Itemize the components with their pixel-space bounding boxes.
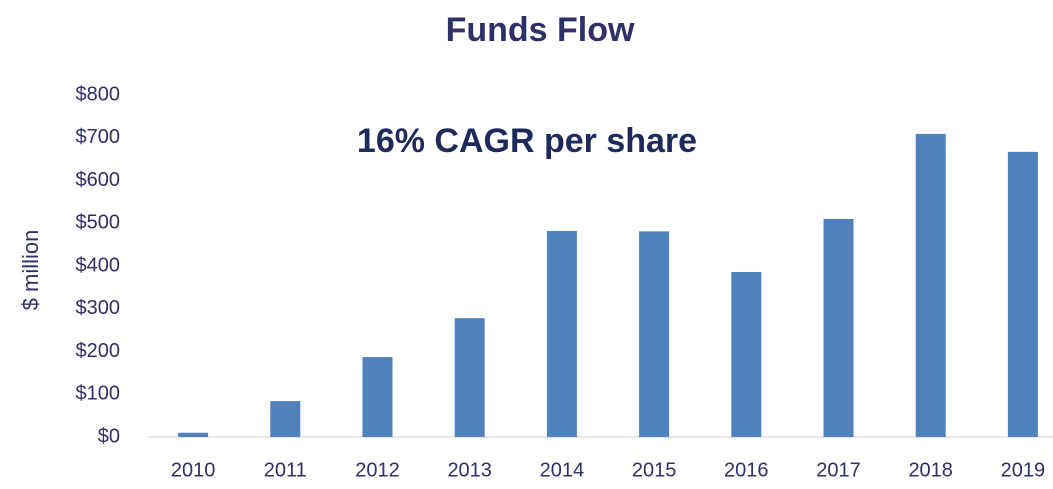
bar xyxy=(639,231,670,437)
bar xyxy=(1007,151,1038,438)
bar xyxy=(546,230,577,437)
chart-title: Funds Flow xyxy=(446,11,635,49)
y-tick-label: $200 xyxy=(76,340,121,362)
y-tick-label: $400 xyxy=(76,254,121,276)
x-tick-label: 2016 xyxy=(724,459,769,481)
y-tick-label: $0 xyxy=(98,425,120,447)
bar xyxy=(454,318,485,437)
bar xyxy=(823,218,854,437)
x-tick-label: 2018 xyxy=(908,459,953,481)
y-axis-label: $ million xyxy=(18,230,43,311)
y-tick-label: $700 xyxy=(76,126,121,148)
x-tick-label: 2013 xyxy=(447,459,492,481)
bar xyxy=(915,133,946,437)
bar xyxy=(731,271,762,437)
bar xyxy=(270,401,301,437)
y-tick-label: $100 xyxy=(76,383,121,405)
y-tick-label: $600 xyxy=(76,169,121,191)
x-tick-label: 2014 xyxy=(540,459,585,481)
x-tick-label: 2015 xyxy=(632,459,677,481)
x-tick-label: 2010 xyxy=(171,459,216,481)
y-tick-label: $300 xyxy=(76,297,121,319)
x-tick-label: 2011 xyxy=(264,459,307,481)
bar xyxy=(178,432,209,437)
annotation: 16% CAGR per share xyxy=(357,122,697,160)
x-tick-label: 2017 xyxy=(816,459,861,481)
y-tick-label: $800 xyxy=(76,83,121,105)
x-tick-label: 2012 xyxy=(355,459,400,481)
x-tick-label: 2019 xyxy=(1001,459,1046,481)
y-tick-label: $500 xyxy=(76,212,121,234)
bar xyxy=(362,357,393,437)
